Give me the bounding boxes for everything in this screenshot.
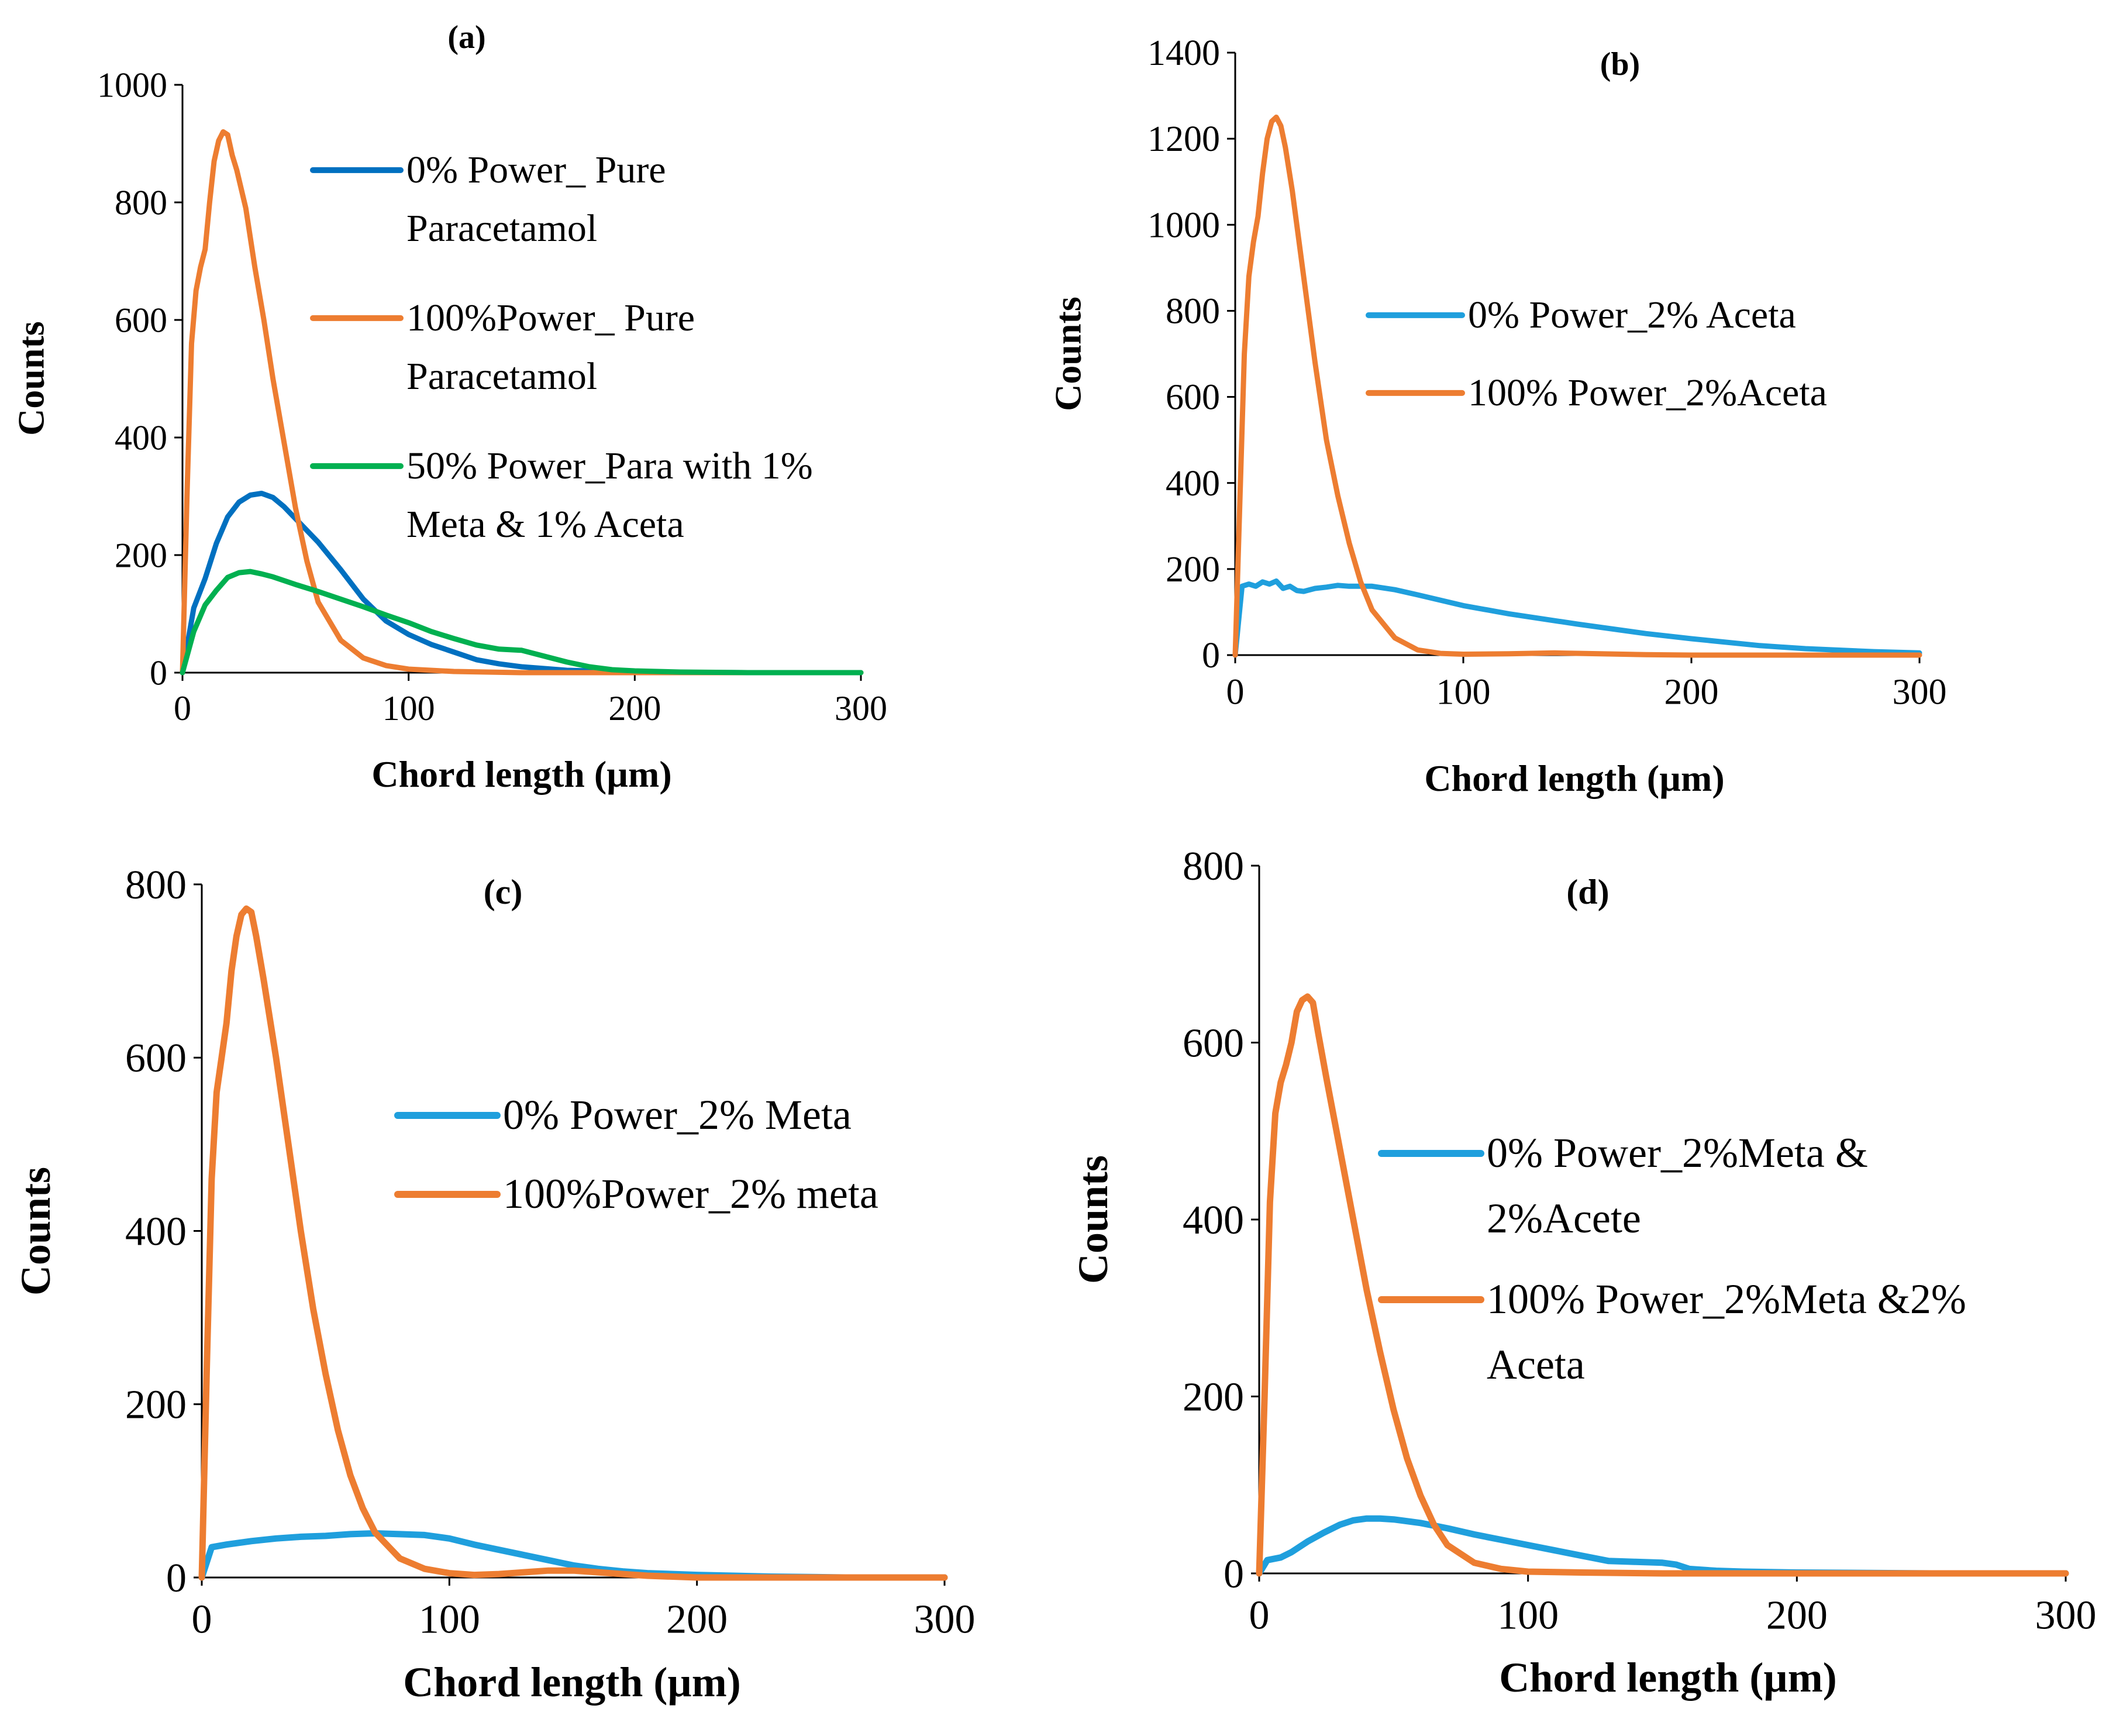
x-tick-label: 0 — [174, 689, 191, 728]
legend-label: 50% Power_Para with 1% — [406, 445, 813, 487]
x-tick-label: 0 — [1249, 1593, 1270, 1638]
legend-label: 0% Power_2% Aceta — [1468, 294, 1796, 336]
y-tick-label: 800 — [115, 183, 167, 222]
y-axis-label: Counts — [12, 1167, 59, 1296]
y-tick-label: 0 — [1202, 636, 1220, 676]
x-axis-label: Chord length (µm) — [1424, 757, 1724, 799]
series-line-3 — [180, 569, 864, 676]
y-tick-label: 800 — [1183, 844, 1244, 889]
series-line-2 — [1256, 993, 2069, 1577]
y-tick-label: 1000 — [97, 66, 167, 104]
chart-title: (b) — [1600, 46, 1640, 82]
x-tick-label: 200 — [1664, 673, 1719, 712]
x-tick-label: 100 — [382, 689, 435, 728]
x-tick-label: 300 — [914, 1597, 976, 1642]
x-tick-label: 300 — [1893, 673, 1947, 712]
y-tick-label: 0 — [1224, 1552, 1244, 1597]
x-tick-label: 300 — [835, 689, 887, 728]
series-line-1 — [1232, 578, 1922, 658]
y-tick-label: 200 — [125, 1383, 187, 1428]
y-tick-label: 200 — [115, 536, 167, 574]
x-tick-label: 0 — [192, 1597, 212, 1642]
y-tick-label: 600 — [1166, 378, 1220, 418]
x-tick-label: 0 — [1226, 673, 1245, 712]
y-tick-label: 400 — [115, 418, 167, 457]
chart-panel-4: 0 200 400 600 800 0 100 200 300 (d) Chord length (… — [1070, 844, 2096, 1701]
x-tick-label: 100 — [419, 1597, 480, 1642]
y-tick-label: 600 — [1183, 1021, 1244, 1066]
y-tick-label: 400 — [1166, 464, 1220, 504]
x-tick-label: 100 — [1436, 673, 1491, 712]
chart-title: (d) — [1566, 873, 1609, 911]
y-axis-label: Counts — [1047, 297, 1088, 411]
y-tick-label: 600 — [125, 1036, 187, 1081]
x-tick-label: 200 — [608, 689, 661, 728]
y-tick-label: 0 — [150, 653, 167, 692]
y-tick-label: 200 — [1183, 1375, 1244, 1420]
x-tick-label: 200 — [666, 1597, 728, 1642]
x-axis-label: Chord length (µm) — [1499, 1654, 1836, 1701]
y-tick-label: 200 — [1166, 550, 1220, 590]
y-tick-label: 800 — [1166, 292, 1220, 332]
series-line-2 — [1232, 114, 1922, 658]
y-tick-label: 0 — [166, 1556, 187, 1601]
legend-label: 100% Power_2%Aceta — [1468, 371, 1827, 414]
chart-title: (a) — [447, 19, 485, 56]
series-line-1 — [180, 491, 864, 676]
y-axis-label: Counts — [10, 321, 51, 436]
x-axis-label: Chord length (µm) — [403, 1659, 740, 1706]
y-tick-label: 400 — [125, 1209, 187, 1254]
legend-label: 0% Power_ Pure — [406, 149, 666, 191]
legend-label: Meta & 1% Aceta — [406, 503, 684, 546]
legend-label: Paracetamol — [406, 207, 597, 250]
y-tick-label: 1000 — [1147, 205, 1220, 245]
legend-label: 100% Power_2%Meta &2% — [1487, 1276, 1966, 1322]
x-tick-label: 300 — [2035, 1593, 2097, 1638]
chart-title: (c) — [484, 873, 523, 911]
x-tick-label: 200 — [1766, 1593, 1828, 1638]
legend-label: 0% Power_2% Meta — [503, 1091, 852, 1138]
legend-label: 100%Power_ Pure — [406, 297, 695, 339]
y-tick-label: 1200 — [1147, 119, 1220, 159]
legend-label: Aceta — [1487, 1341, 1585, 1388]
legend-label: 100%Power_2% meta — [503, 1170, 878, 1217]
y-tick-label: 400 — [1183, 1198, 1244, 1243]
y-tick-label: 1400 — [1147, 33, 1220, 73]
x-axis-label: Chord length (µm) — [371, 753, 671, 795]
series-line-2 — [198, 905, 948, 1581]
chart-panel-1: 0 200 400 600 800 1000 0 100 200 300 (a) Chord leng… — [10, 19, 887, 795]
y-axis-label: Counts — [1070, 1155, 1116, 1284]
legend-label: 2%Acete — [1487, 1195, 1641, 1242]
legend-label: 0% Power_2%Meta & — [1487, 1129, 1868, 1176]
y-tick-label: 800 — [125, 863, 187, 908]
chart-panel-3: 0 200 400 600 800 0 100 200 300 (c) Chord length (… — [12, 863, 975, 1706]
chart-panel-2: 0 200 400 600 800 1000 1200 1400 0 100 200 300 (b) Ch… — [1047, 33, 1946, 799]
legend-label: Paracetamol — [406, 355, 597, 398]
series-line-1 — [1256, 1515, 2069, 1577]
x-tick-label: 100 — [1497, 1593, 1559, 1638]
series-line-2 — [180, 129, 864, 676]
y-tick-label: 600 — [115, 301, 167, 339]
